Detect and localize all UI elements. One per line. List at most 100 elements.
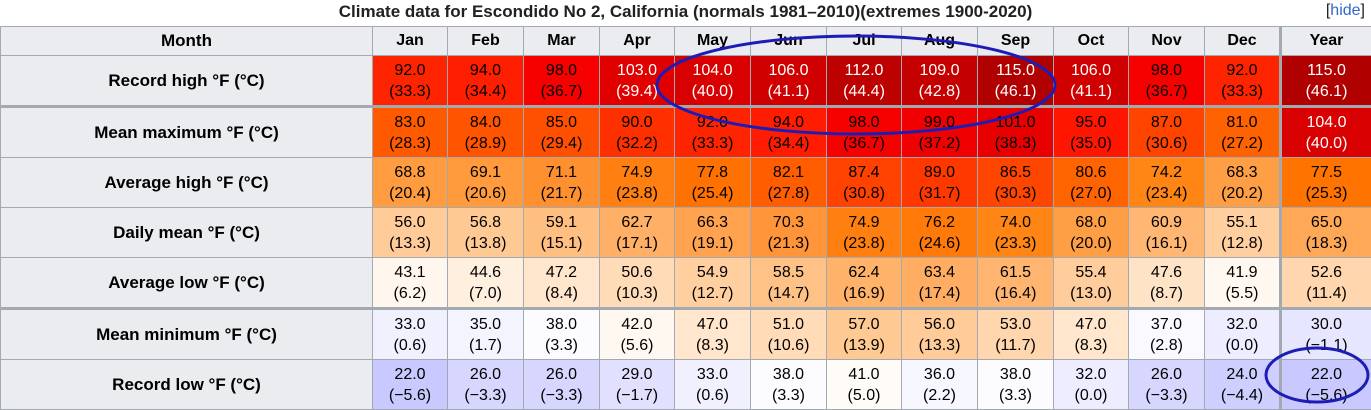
cell-fahrenheit: 80.6 <box>1054 162 1128 183</box>
cell-fahrenheit: 85.0 <box>524 112 599 133</box>
cell-celsius: (−1.7) <box>600 385 674 406</box>
cell-fahrenheit: 26.0 <box>524 364 599 385</box>
cell-fahrenheit: 83.0 <box>373 112 447 133</box>
hide-toggle[interactable]: [hide] <box>1326 2 1365 20</box>
table-cell: 30.0(−1.1) <box>1281 309 1371 360</box>
cell-fahrenheit: 112.0 <box>827 60 901 81</box>
cell-fahrenheit: 62.4 <box>827 262 901 283</box>
table-cell: 112.0(44.4) <box>827 56 902 107</box>
table-cell: 35.0(1.7) <box>448 309 524 360</box>
cell-celsius: (−3.3) <box>448 385 523 406</box>
table-cell: 51.0(10.6) <box>751 309 827 360</box>
cell-fahrenheit: 104.0 <box>675 60 750 81</box>
cell-celsius: (3.3) <box>978 385 1053 406</box>
cell-celsius: (36.7) <box>1129 81 1204 102</box>
cell-celsius: (0.6) <box>675 385 750 406</box>
cell-fahrenheit: 33.0 <box>675 364 750 385</box>
column-header-feb: Feb <box>448 27 524 56</box>
cell-celsius: (0.0) <box>1205 335 1279 356</box>
cell-fahrenheit: 86.5 <box>978 162 1053 183</box>
cell-celsius: (41.1) <box>751 81 826 102</box>
table-cell: 109.0(42.8) <box>902 56 978 107</box>
table-cell: 33.0(0.6) <box>373 309 448 360</box>
cell-celsius: (30.3) <box>978 183 1053 204</box>
cell-fahrenheit: 60.9 <box>1129 212 1204 233</box>
cell-celsius: (12.7) <box>675 283 750 304</box>
cell-fahrenheit: 53.0 <box>978 314 1053 335</box>
cell-celsius: (7.0) <box>448 283 523 304</box>
cell-fahrenheit: 47.0 <box>675 314 750 335</box>
table-cell: 94.0(34.4) <box>448 56 524 107</box>
cell-fahrenheit: 47.6 <box>1129 262 1204 283</box>
cell-celsius: (−1.1) <box>1282 335 1371 356</box>
cell-celsius: (8.4) <box>524 283 599 304</box>
table-cell: 98.0(36.7) <box>827 107 902 158</box>
cell-fahrenheit: 77.5 <box>1282 162 1371 183</box>
cell-fahrenheit: 32.0 <box>1054 364 1128 385</box>
row-label: Record high °F (°C) <box>1 56 373 107</box>
cell-fahrenheit: 55.1 <box>1205 212 1279 233</box>
cell-fahrenheit: 41.0 <box>827 364 901 385</box>
cell-celsius: (36.7) <box>524 81 599 102</box>
cell-celsius: (38.3) <box>978 133 1053 154</box>
cell-celsius: (28.3) <box>373 133 447 154</box>
cell-celsius: (23.8) <box>600 183 674 204</box>
cell-celsius: (20.4) <box>373 183 447 204</box>
table-cell: 76.2(24.6) <box>902 208 978 258</box>
cell-fahrenheit: 33.0 <box>373 314 447 335</box>
cell-fahrenheit: 95.0 <box>1054 112 1128 133</box>
column-header-aug: Aug <box>902 27 978 56</box>
cell-fahrenheit: 57.0 <box>827 314 901 335</box>
cell-celsius: (5.6) <box>600 335 674 356</box>
cell-fahrenheit: 56.0 <box>902 314 977 335</box>
hide-link[interactable]: hide <box>1330 2 1360 19</box>
table-cell: 38.0(3.3) <box>978 360 1054 410</box>
table-cell: 41.9(5.5) <box>1205 258 1281 309</box>
cell-celsius: (8.3) <box>675 335 750 356</box>
cell-celsius: (11.4) <box>1282 283 1371 304</box>
cell-fahrenheit: 74.9 <box>600 162 674 183</box>
cell-fahrenheit: 92.0 <box>675 112 750 133</box>
cell-celsius: (18.3) <box>1282 233 1371 254</box>
cell-celsius: (14.7) <box>751 283 826 304</box>
cell-fahrenheit: 61.5 <box>978 262 1053 283</box>
table-cell: 22.0(−5.6) <box>373 360 448 410</box>
cell-fahrenheit: 55.4 <box>1054 262 1128 283</box>
row-label: Average high °F (°C) <box>1 158 373 208</box>
table-cell: 56.0(13.3) <box>902 309 978 360</box>
table-cell: 87.4(30.8) <box>827 158 902 208</box>
cell-fahrenheit: 94.0 <box>751 112 826 133</box>
cell-celsius: (19.1) <box>675 233 750 254</box>
cell-fahrenheit: 101.0 <box>978 112 1053 133</box>
cell-celsius: (30.6) <box>1129 133 1204 154</box>
cell-fahrenheit: 50.6 <box>600 262 674 283</box>
table-cell: 55.4(13.0) <box>1054 258 1129 309</box>
table-cell: 74.0(23.3) <box>978 208 1054 258</box>
cell-fahrenheit: 70.3 <box>751 212 826 233</box>
cell-celsius: (17.1) <box>600 233 674 254</box>
table-row: Record low °F (°C)22.0(−5.6)26.0(−3.3)26… <box>1 360 1371 410</box>
table-cell: 69.1(20.6) <box>448 158 524 208</box>
table-cell: 66.3(19.1) <box>675 208 751 258</box>
table-cell: 77.5(25.3) <box>1281 158 1371 208</box>
cell-celsius: (13.0) <box>1054 283 1128 304</box>
column-header-jul: Jul <box>827 27 902 56</box>
table-cell: 62.4(16.9) <box>827 258 902 309</box>
table-cell: 56.0(13.3) <box>373 208 448 258</box>
table-cell: 95.0(35.0) <box>1054 107 1129 158</box>
table-cell: 58.5(14.7) <box>751 258 827 309</box>
cell-celsius: (25.3) <box>1282 183 1371 204</box>
table-cell: 26.0(−3.3) <box>524 360 600 410</box>
table-cell: 38.0(3.3) <box>751 360 827 410</box>
cell-celsius: (34.4) <box>448 81 523 102</box>
cell-fahrenheit: 42.0 <box>600 314 674 335</box>
table-cell: 103.0(39.4) <box>600 56 675 107</box>
table-cell: 74.9(23.8) <box>600 158 675 208</box>
cell-fahrenheit: 30.0 <box>1282 314 1371 335</box>
cell-fahrenheit: 115.0 <box>1282 60 1371 81</box>
table-cell: 47.6(8.7) <box>1129 258 1205 309</box>
cell-celsius: (34.4) <box>751 133 826 154</box>
cell-fahrenheit: 65.0 <box>1282 212 1371 233</box>
table-row: Average low °F (°C)43.1(6.2)44.6(7.0)47.… <box>1 258 1371 309</box>
